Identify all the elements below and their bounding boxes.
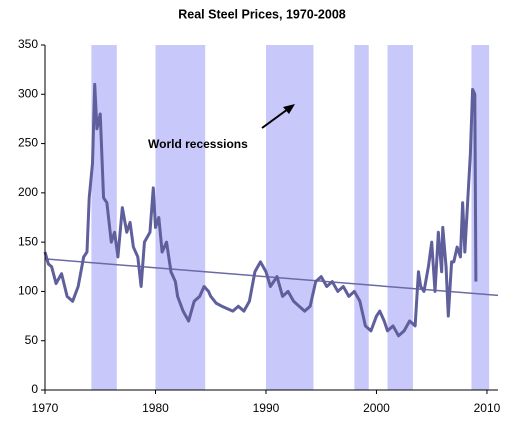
price-line	[43, 82, 478, 338]
plot-lines	[43, 82, 499, 338]
axes: 0 50 100 150 200 250 300 350 1970 1980 1990 2000 201…	[18, 37, 501, 415]
y-tick-label: 150	[18, 234, 38, 248]
arrow-shaft	[261, 108, 289, 129]
x-tick-label: 1980	[142, 401, 169, 415]
y-tick-label: 0	[31, 382, 38, 396]
y-tick-label: 100	[18, 284, 38, 298]
y-tick-label: 250	[18, 136, 38, 150]
recession-band	[387, 45, 413, 390]
recession-band	[265, 45, 314, 390]
chart-title: Real Steel Prices, 1970-2008	[178, 7, 346, 21]
recession-band	[354, 45, 369, 390]
annotation-arrow	[261, 104, 295, 129]
y-tick-label: 350	[18, 37, 38, 51]
y-tick-label: 200	[18, 185, 38, 199]
x-tick-label: 1990	[253, 401, 280, 415]
y-tick-label: 50	[25, 333, 39, 347]
x-tick-label: 2000	[363, 401, 390, 415]
x-tick-label: 1970	[32, 401, 59, 415]
recession-band	[155, 45, 206, 390]
annotation: World recessions	[148, 137, 248, 151]
y-tick-label: 300	[18, 86, 38, 100]
arrow-head	[283, 104, 295, 114]
x-tick-label: 2010	[474, 401, 501, 415]
